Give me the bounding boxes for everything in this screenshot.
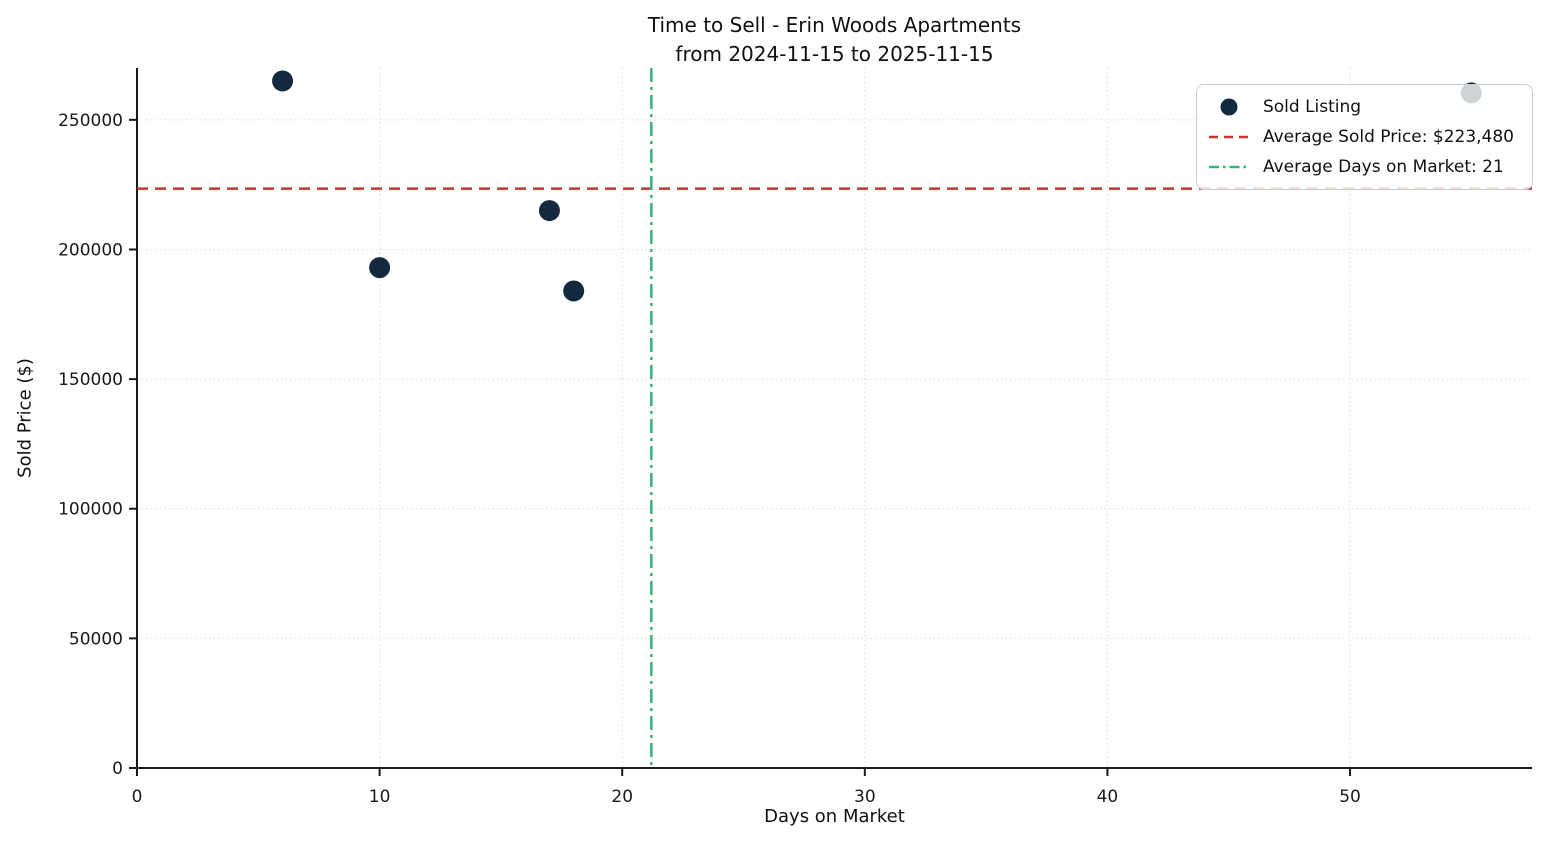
legend-label-sold-listing: Sold Listing [1262, 97, 1362, 117]
x-tick-label: 40 [1097, 787, 1119, 807]
chart-subtitle: from 2024-11-15 to 2025-11-15 [675, 42, 994, 66]
legend: Sold Listing Average Sold Price: $223,48… [1195, 84, 1533, 190]
dashed-line-icon [1207, 127, 1251, 147]
x-tick-label: 50 [1339, 787, 1361, 807]
y-tick-label: 0 [112, 759, 123, 779]
x-axis-label: Days on Market [764, 806, 905, 827]
legend-label-average-days-on-market: Average Days on Market: 21 [1262, 157, 1504, 177]
y-tick-label: 250000 [58, 111, 123, 131]
legend-item-average-sold-price: Average Sold Price: $223,480 [1207, 122, 1514, 152]
data-point [272, 70, 294, 92]
dashdot-line-sample-icon [1208, 165, 1249, 169]
data-point [538, 200, 560, 222]
y-tick-label: 150000 [58, 370, 123, 390]
y-axis-label: Sold Price ($) [14, 358, 36, 478]
legend-label-average-sold-price: Average Sold Price: $223,480 [1262, 127, 1514, 147]
data-point [369, 257, 391, 279]
chart-title-block: Time to Sell - Erin Woods Apartments fro… [137, 11, 1532, 69]
x-tick-label: 20 [611, 787, 633, 807]
chart-title: Time to Sell - Erin Woods Apartments [647, 13, 1022, 37]
x-tick-label: 0 [132, 787, 143, 807]
sold-listing-marker-icon [1207, 97, 1251, 117]
y-tick-label: 50000 [69, 629, 123, 649]
circle-marker-icon [1220, 98, 1238, 116]
x-tick-label: 30 [854, 787, 876, 807]
y-tick-label: 100000 [58, 500, 123, 520]
y-tick-label: 200000 [58, 240, 123, 260]
legend-item-sold-listing: Sold Listing [1207, 92, 1514, 122]
x-tick-label: 10 [369, 787, 391, 807]
data-point [563, 280, 585, 302]
dashed-line-sample-icon [1208, 135, 1249, 139]
legend-item-average-days-on-market: Average Days on Market: 21 [1207, 152, 1514, 182]
dashdot-line-icon [1207, 157, 1251, 177]
